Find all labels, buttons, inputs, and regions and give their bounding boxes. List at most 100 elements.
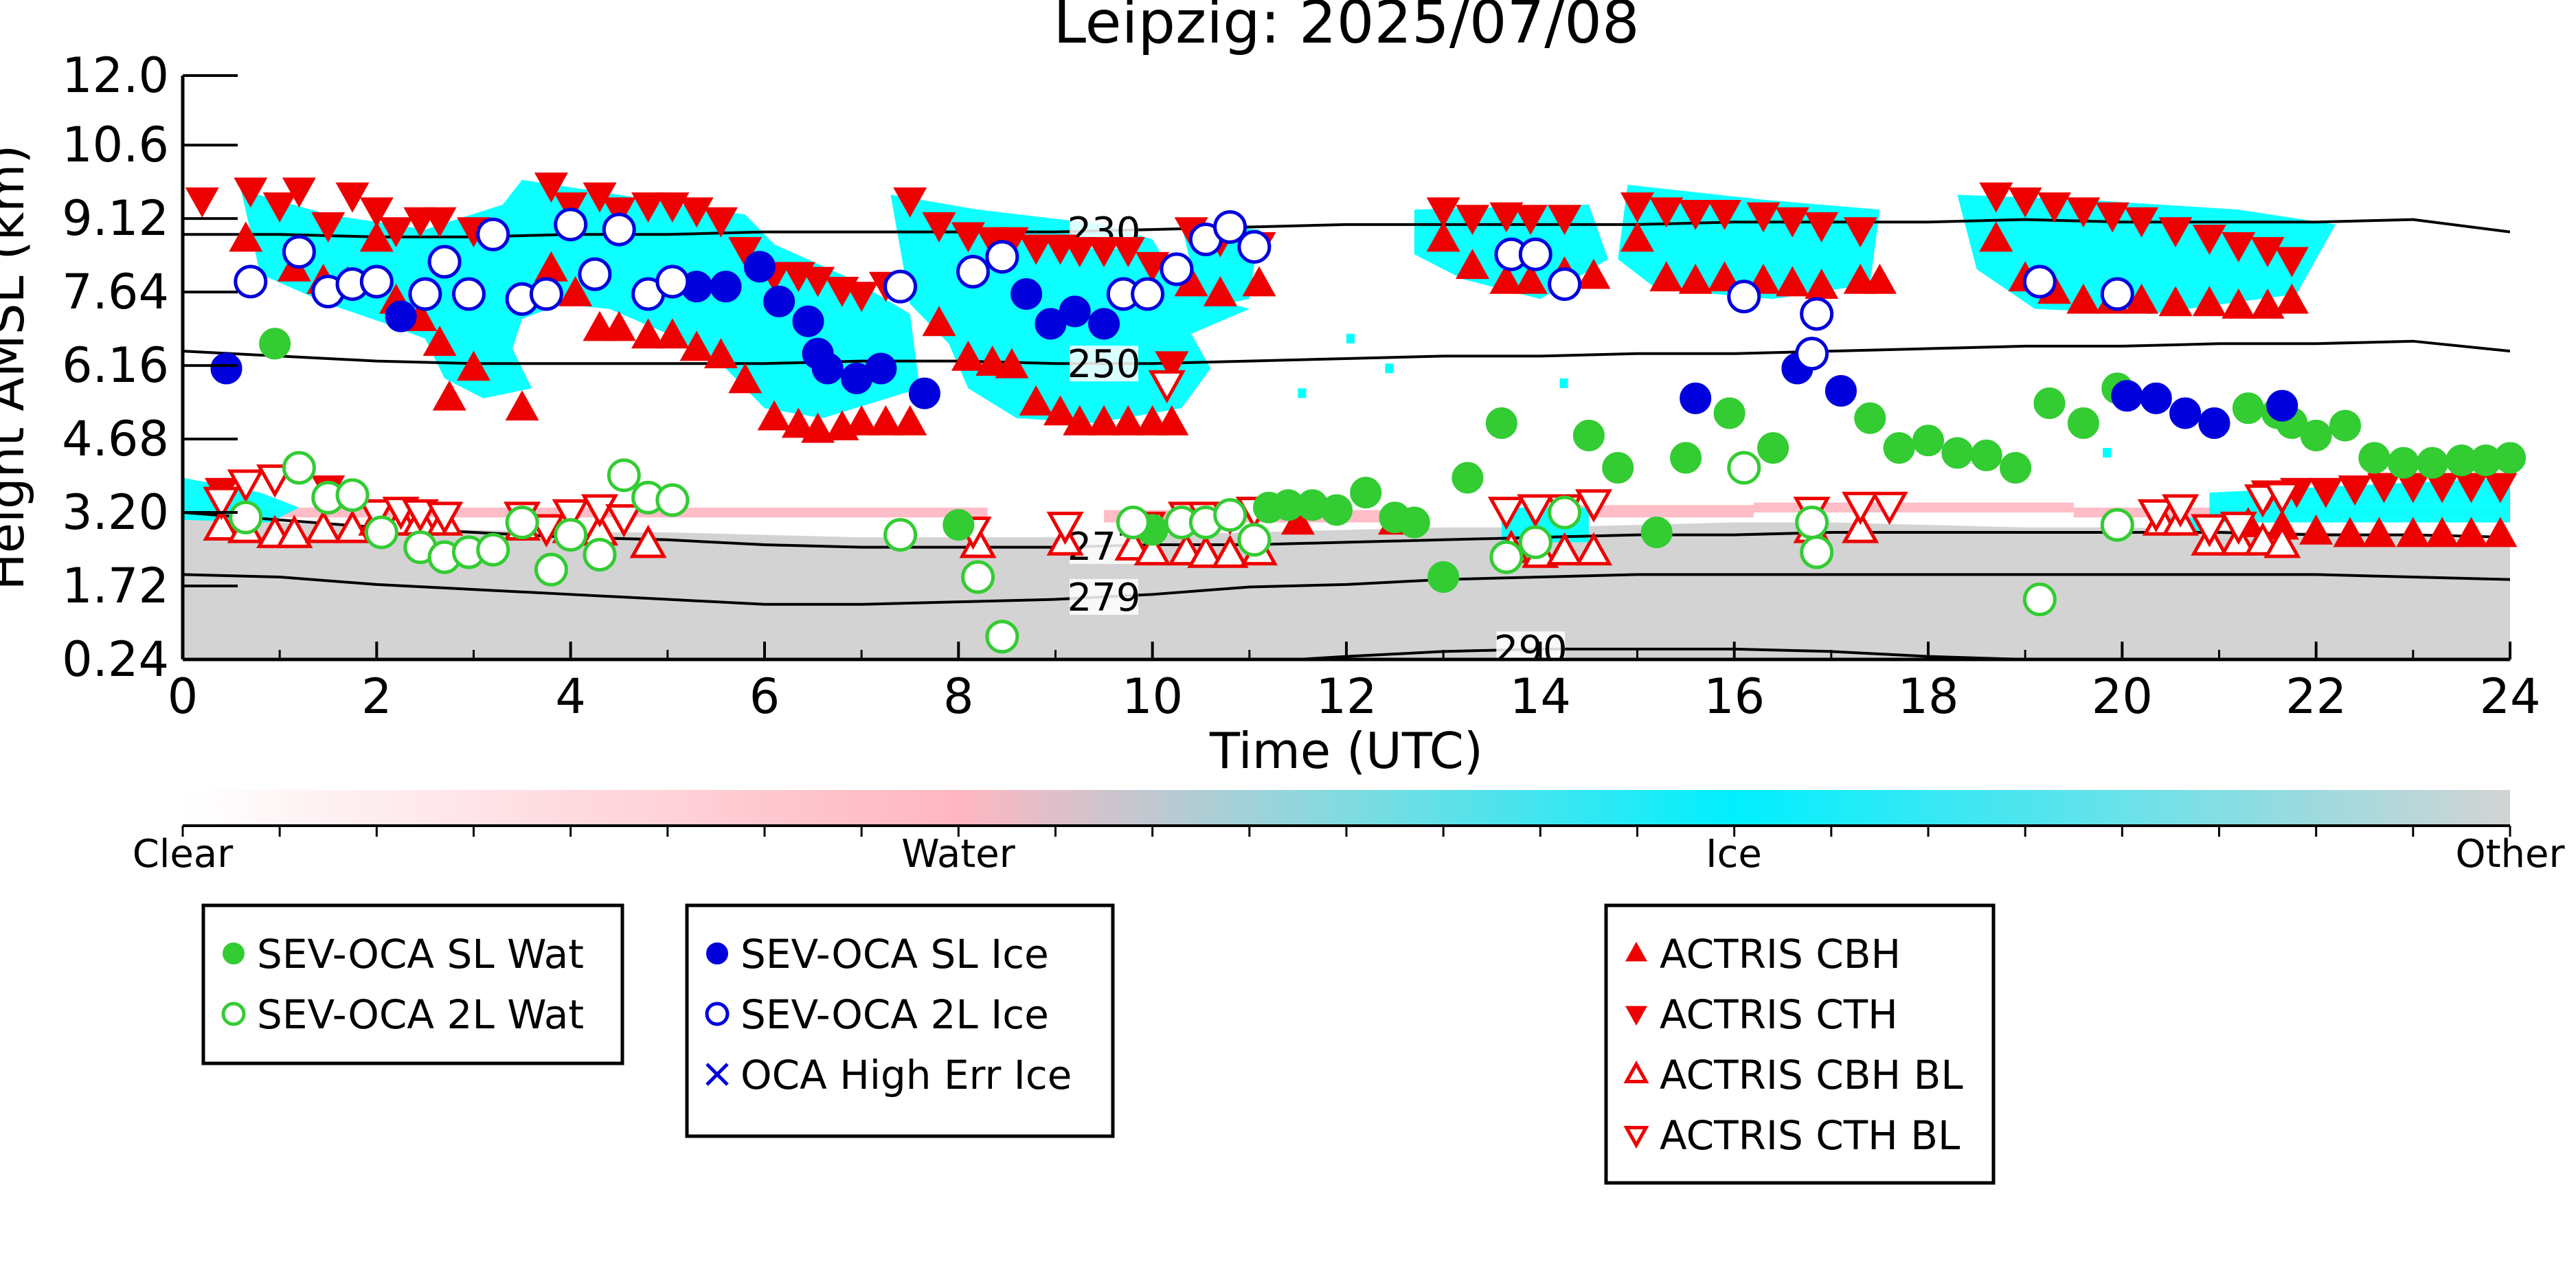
marker xyxy=(554,518,588,552)
marker xyxy=(385,300,417,332)
marker xyxy=(2309,477,2343,508)
marker xyxy=(908,377,940,409)
marker xyxy=(1111,405,1145,436)
marker xyxy=(811,352,844,385)
x-tick-label: 12 xyxy=(1315,668,1377,725)
y-tick-label: 0.24 xyxy=(62,631,169,688)
marker xyxy=(956,255,991,289)
marker xyxy=(1842,510,1879,543)
marker xyxy=(335,478,370,512)
marker xyxy=(1970,439,2002,471)
marker xyxy=(844,405,879,436)
marker xyxy=(534,552,568,587)
marker xyxy=(1979,182,2013,213)
marker xyxy=(1237,229,1272,264)
marker xyxy=(1546,532,1583,566)
legend-marker xyxy=(221,1002,246,1026)
marker xyxy=(1187,534,1225,568)
marker xyxy=(2263,524,2301,558)
legend-label: SEV-OCA 2L Wat xyxy=(257,991,584,1038)
contour-line-279 xyxy=(183,573,2510,606)
marker xyxy=(655,264,690,299)
marker xyxy=(1680,382,1712,414)
marker xyxy=(985,240,1019,274)
marker xyxy=(1727,280,1761,314)
marker xyxy=(883,269,918,304)
marker xyxy=(1620,192,1655,223)
legend-frame xyxy=(1604,903,1996,1185)
marker xyxy=(2022,583,2057,617)
marker xyxy=(995,348,1029,379)
x-tick-label: 24 xyxy=(2479,668,2540,725)
marker xyxy=(1426,197,1460,228)
marker xyxy=(801,412,835,443)
marker xyxy=(602,197,636,228)
y-tick-label: 3.20 xyxy=(62,484,169,541)
marker xyxy=(229,221,263,252)
marker xyxy=(2125,207,2159,238)
colorbar-label-clear: Clear xyxy=(133,832,234,877)
marker xyxy=(703,338,738,369)
marker xyxy=(629,524,667,558)
marker xyxy=(2425,517,2459,547)
x-tick-label: 2 xyxy=(361,668,392,725)
marker xyxy=(1979,221,2013,252)
marker xyxy=(1398,506,1430,539)
marker xyxy=(256,464,294,498)
marker xyxy=(1678,199,1713,230)
colorbar-label-water: Water xyxy=(901,832,1016,877)
marker xyxy=(1203,275,1237,306)
marker xyxy=(679,330,714,361)
marker xyxy=(2066,283,2101,314)
marker xyxy=(534,172,568,203)
marker xyxy=(1574,532,1613,566)
legend-entry: SEV-OCA SL Ice xyxy=(706,931,1049,978)
marker xyxy=(710,271,742,303)
marker xyxy=(1213,210,1247,244)
marker xyxy=(2111,380,2143,412)
x-tick-label: 14 xyxy=(1510,668,1571,725)
marker xyxy=(1842,491,1879,526)
marker xyxy=(422,326,457,357)
marker xyxy=(2454,473,2489,504)
legend-frame xyxy=(201,903,624,1065)
marker xyxy=(2191,514,2228,547)
marker xyxy=(1059,295,1091,328)
marker xyxy=(2274,283,2309,314)
marker xyxy=(311,212,346,242)
marker xyxy=(2000,452,2032,484)
marker xyxy=(1485,407,1517,439)
marker xyxy=(1757,432,1789,464)
marker xyxy=(2158,217,2193,248)
marker xyxy=(1854,402,1886,434)
legend-entry: SEV-OCA 2L Ice xyxy=(705,991,1049,1038)
marker xyxy=(1678,263,1713,294)
marker xyxy=(1114,527,1152,561)
marker xyxy=(2125,283,2159,314)
y-tick-label: 10.6 xyxy=(62,117,169,173)
marker xyxy=(1456,205,1490,236)
marker xyxy=(605,504,643,538)
marker xyxy=(2299,514,2334,545)
marker xyxy=(1148,370,1186,404)
marker xyxy=(1213,498,1247,532)
marker xyxy=(1427,561,1460,594)
marker xyxy=(1713,397,1745,429)
series-actris-cbh xyxy=(229,221,2518,547)
marker xyxy=(427,245,462,279)
x-tick-label: 20 xyxy=(2092,668,2153,725)
marker xyxy=(1043,395,1078,426)
marker xyxy=(2266,389,2298,422)
marker xyxy=(2033,387,2066,420)
marker xyxy=(2362,517,2396,547)
marker xyxy=(1640,516,1673,548)
legend-label: SEV-OCA SL Wat xyxy=(257,931,584,978)
marker xyxy=(865,352,897,385)
marker xyxy=(1160,252,1194,286)
marker xyxy=(1211,534,1249,568)
marker xyxy=(922,212,956,242)
series-sev-oca-2l-wat xyxy=(229,451,2134,654)
colorbar-label-ice: Ice xyxy=(1706,832,1762,877)
marker xyxy=(2358,442,2391,474)
